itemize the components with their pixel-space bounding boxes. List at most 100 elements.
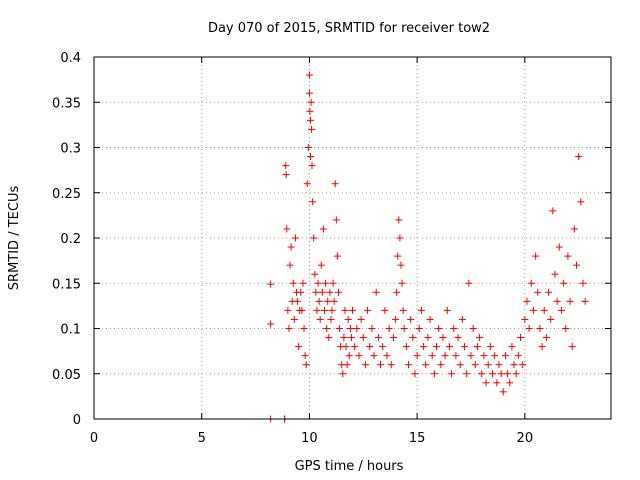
data-point	[560, 279, 568, 287]
x-tick-label: 15	[409, 431, 426, 446]
data-point	[551, 270, 559, 278]
data-point	[469, 325, 477, 332]
y-tick-label: 0	[73, 413, 81, 428]
data-point	[478, 370, 486, 378]
data-point	[394, 252, 402, 260]
data-point	[289, 279, 297, 287]
data-point	[525, 325, 533, 332]
data-point	[387, 361, 395, 369]
data-point	[426, 315, 434, 323]
data-point	[573, 261, 581, 269]
data-points	[267, 71, 589, 423]
y-tick-label: 0.35	[52, 96, 81, 111]
data-point	[493, 379, 501, 387]
data-point	[437, 361, 445, 369]
data-point	[333, 252, 341, 260]
data-point	[298, 306, 306, 314]
data-point	[383, 352, 391, 360]
data-point	[484, 361, 492, 369]
data-point	[413, 352, 421, 360]
data-point	[294, 297, 302, 305]
data-point	[473, 343, 481, 351]
data-point	[465, 279, 473, 287]
x-tick-labels: 0 5 10 15 20	[90, 431, 533, 446]
data-point	[306, 107, 314, 115]
data-point	[566, 297, 574, 305]
data-point	[433, 343, 441, 351]
data-point	[454, 334, 462, 342]
data-point	[510, 361, 518, 369]
data-point	[305, 71, 313, 79]
data-point	[343, 361, 351, 369]
data-point	[411, 370, 419, 378]
data-point	[328, 306, 336, 314]
data-point	[445, 343, 453, 351]
data-point	[325, 334, 333, 342]
data-point	[370, 352, 378, 360]
data-point	[308, 125, 316, 133]
data-point	[545, 288, 553, 296]
data-point	[405, 361, 413, 369]
data-point	[331, 180, 339, 188]
data-point	[538, 343, 546, 351]
data-point	[579, 279, 587, 287]
data-point	[396, 234, 404, 242]
x-tick-label: 20	[517, 431, 534, 446]
data-point	[497, 370, 505, 378]
data-point	[452, 352, 460, 360]
data-point	[295, 343, 303, 351]
data-point	[310, 234, 318, 242]
data-point	[467, 352, 475, 360]
data-point	[283, 225, 291, 233]
data-point	[581, 297, 589, 305]
data-point	[361, 361, 369, 369]
data-point	[368, 325, 376, 332]
data-point	[443, 306, 451, 314]
data-point	[315, 297, 323, 305]
data-point	[301, 352, 309, 360]
chart-title: Day 070 of 2015, SRMTID for receiver tow…	[208, 21, 490, 36]
data-point	[381, 306, 389, 314]
data-point	[322, 279, 330, 287]
y-tick-label: 0.25	[52, 187, 81, 202]
data-point	[284, 306, 292, 314]
data-point	[476, 334, 484, 342]
data-point	[377, 361, 385, 369]
y-tick-label: 0.2	[60, 232, 81, 247]
data-point	[346, 325, 354, 332]
data-point	[300, 325, 308, 332]
data-point	[297, 288, 305, 296]
data-point	[308, 162, 316, 170]
data-point	[347, 334, 355, 342]
data-point	[570, 225, 578, 233]
data-point	[345, 352, 353, 360]
data-point	[527, 279, 535, 287]
data-point	[542, 334, 550, 342]
data-point	[495, 361, 503, 369]
data-point	[318, 288, 326, 296]
data-point	[540, 306, 548, 314]
data-point	[424, 334, 432, 342]
data-point	[306, 153, 314, 161]
data-point	[441, 352, 449, 360]
data-point	[286, 261, 294, 269]
data-point	[317, 261, 325, 269]
data-point	[311, 270, 319, 278]
data-point	[536, 325, 544, 332]
x-tick-label: 5	[198, 431, 206, 446]
x-tick-label: 0	[90, 431, 98, 446]
data-point	[313, 306, 321, 314]
data-point	[448, 370, 456, 378]
data-point	[306, 116, 314, 124]
data-point	[336, 325, 344, 332]
data-point	[303, 180, 311, 188]
y-tick-label: 0.3	[60, 142, 81, 157]
data-point	[562, 325, 570, 332]
data-point	[341, 306, 349, 314]
data-point	[521, 315, 529, 323]
data-point	[508, 343, 516, 351]
y-tick-label: 0.1	[60, 323, 81, 338]
data-point	[564, 252, 572, 260]
data-point	[326, 288, 334, 296]
